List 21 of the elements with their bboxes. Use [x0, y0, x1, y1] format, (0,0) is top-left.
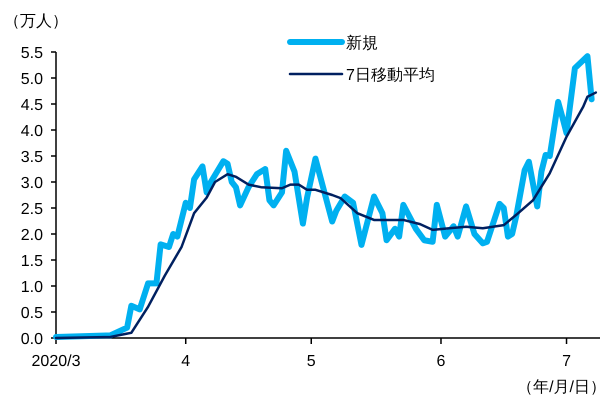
- y-tick-label: 4.0: [20, 123, 44, 140]
- y-tick-label: 4.5: [20, 97, 44, 114]
- y-tick-label: 5.5: [20, 45, 44, 62]
- x-tick-label: 6: [436, 353, 446, 370]
- legend-label: 7日移動平均: [346, 67, 435, 84]
- x-tick-label: 4: [181, 353, 190, 370]
- y-tick-label: 1.0: [20, 279, 44, 296]
- x-tick-label: 5: [306, 353, 316, 370]
- y-tick-label: 1.5: [20, 253, 44, 270]
- y-tick-label: 2.5: [20, 201, 44, 218]
- legend-label: 新規: [346, 34, 378, 52]
- y-axis-title: （万人）: [4, 13, 68, 30]
- x-axis-title: （年/月/日）: [517, 379, 606, 396]
- y-tick-label: 3.0: [20, 175, 44, 192]
- y-tick-label: 0.5: [20, 305, 44, 322]
- x-tick-label: 7: [562, 353, 572, 370]
- x-tick-label: 2020/3: [32, 353, 81, 370]
- y-tick-label: 5.0: [20, 71, 44, 88]
- y-tick-label: 3.5: [20, 149, 44, 166]
- y-tick-label: 0.0: [20, 331, 44, 348]
- y-tick-label: 2.0: [20, 227, 44, 244]
